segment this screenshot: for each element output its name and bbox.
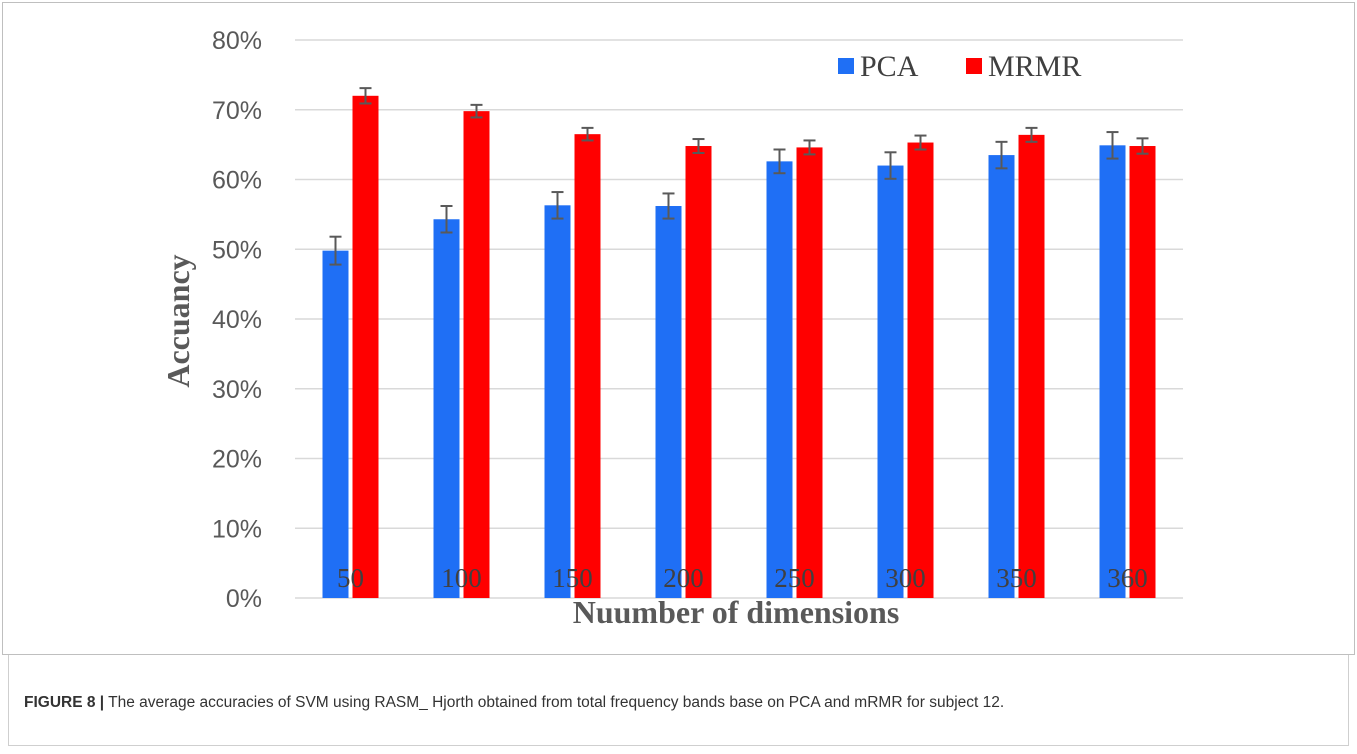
x-tick-label: 300: [885, 563, 926, 593]
bar-mrmr-250: [796, 147, 823, 599]
y-tick-label: 10%: [212, 515, 262, 543]
error-bar-mrmr-350: [1025, 126, 1038, 143]
y-tick-label: 70%: [212, 97, 262, 125]
bar-mrmr-300: [907, 142, 934, 598]
error-bar-pca-360: [1106, 131, 1119, 160]
error-bar-mrmr-250: [803, 139, 816, 156]
bar-mrmr-350: [1018, 134, 1045, 599]
bar-pca-300: [877, 165, 904, 599]
x-tick-label: 350: [996, 563, 1037, 593]
y-axis-ticks: 0% 10% 20% 30% 40% 50% 60% 70% 80%: [212, 27, 262, 613]
y-tick-label: 60%: [212, 167, 262, 195]
bar-mrmr-100: [463, 111, 490, 599]
chart-area: 0% 10% 20% 30% 40% 50% 60% 70% 80% 50 100 150 200 25…: [2, 2, 1355, 655]
error-bar-pca-100: [440, 205, 453, 234]
error-bar-pca-150: [551, 191, 564, 220]
x-axis-title: Nuumber of dimensions: [573, 594, 900, 630]
error-bar-mrmr-360: [1136, 137, 1149, 155]
bar-mrmr-200: [685, 146, 712, 598]
legend-label-mrmr: MRMR: [988, 50, 1081, 83]
x-tick-label: 250: [774, 563, 815, 593]
y-axis-title: Accuancy: [160, 254, 196, 387]
error-bar-pca-300: [884, 151, 897, 180]
bars: [322, 87, 1156, 599]
x-tick-label: 150: [552, 563, 593, 593]
x-tick-label: 50: [337, 563, 364, 593]
legend-label-pca: PCA: [860, 50, 919, 83]
bar-mrmr-50: [352, 95, 379, 599]
bar-pca-50: [322, 250, 349, 598]
bar-pca-200: [655, 206, 682, 598]
error-bar-mrmr-300: [914, 134, 927, 151]
gridlines: [295, 39, 1183, 599]
bar-mrmr-150: [574, 134, 601, 598]
bar-pca-250: [766, 161, 793, 599]
caption-text: The average accuracies of SVM using RASM…: [104, 694, 1005, 711]
legend-swatch-pca: [838, 58, 854, 74]
y-tick-label: 20%: [212, 446, 262, 474]
error-bar-mrmr-150: [581, 126, 594, 142]
bar-pca-150: [544, 205, 571, 598]
y-tick-label: 80%: [212, 27, 262, 55]
x-axis-ticks: 50 100 150 200 250 300 350 360: [337, 563, 1148, 593]
error-bar-pca-200: [662, 192, 675, 220]
y-tick-label: 30%: [212, 376, 262, 404]
y-tick-label: 40%: [212, 306, 262, 334]
y-tick-label: 50%: [212, 236, 262, 264]
bar-pca-360: [1099, 145, 1126, 598]
y-tick-label: 0%: [226, 585, 262, 613]
bar-mrmr-360: [1129, 146, 1156, 598]
error-bar-mrmr-50: [359, 87, 372, 105]
bar-chart: 0% 10% 20% 30% 40% 50% 60% 70% 80% 50 100 150 200 25…: [160, 27, 1183, 630]
caption-label: FIGURE 8 |: [24, 694, 105, 711]
error-bar-mrmr-200: [692, 138, 705, 154]
error-bar-pca-50: [329, 235, 342, 266]
bar-pca-100: [433, 219, 460, 598]
error-bar-pca-250: [773, 148, 786, 175]
x-tick-label: 100: [441, 563, 482, 593]
x-tick-label: 200: [663, 563, 704, 593]
figure-caption: FIGURE 8 | The average accuracies of SVM…: [24, 694, 1344, 712]
error-bar-pca-350: [995, 140, 1008, 170]
legend-swatch-mrmr: [966, 58, 982, 74]
x-tick-label: 360: [1107, 563, 1148, 593]
bar-pca-350: [988, 155, 1015, 598]
legend: PCA MRMR: [838, 50, 1081, 83]
error-bar-mrmr-100: [470, 103, 483, 119]
